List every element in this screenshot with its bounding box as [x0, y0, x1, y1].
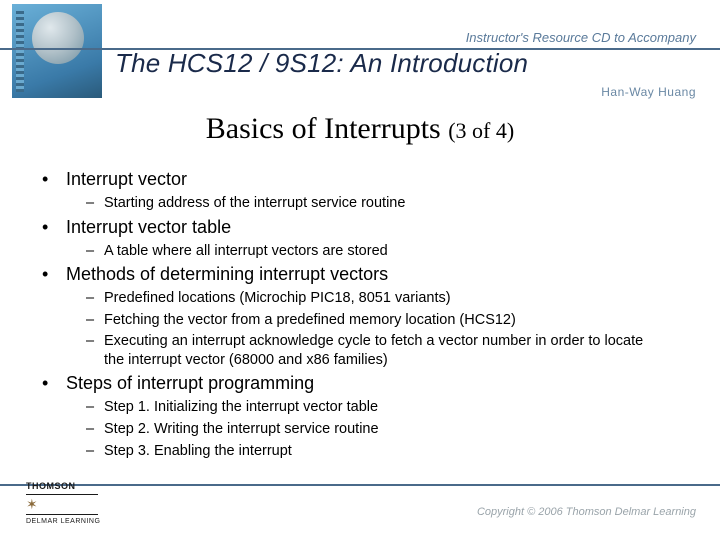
- bullet-l1: Interrupt vector: [42, 168, 684, 191]
- bullet-l2: Step 2. Writing the interrupt service ro…: [42, 420, 662, 439]
- slide-content: Interrupt vector Starting address of the…: [42, 168, 684, 463]
- bullet-l1: Steps of interrupt programming: [42, 372, 684, 395]
- publisher-logo: THOMSON ✶ DELMAR LEARNING: [26, 482, 100, 526]
- bullet-l2: Predefined locations (Microchip PIC18, 8…: [42, 289, 662, 308]
- bullet-l2: Step 3. Enabling the interrupt: [42, 442, 662, 461]
- logo-separator: [26, 514, 98, 515]
- bullet-l1: Methods of determining interrupt vectors: [42, 263, 684, 286]
- publisher-brand-sub: DELMAR LEARNING: [26, 518, 100, 525]
- bullet-l2: Executing an interrupt acknowledge cycle…: [42, 332, 662, 369]
- slide-title-main: Basics of Interrupts: [206, 112, 448, 145]
- footer-divider: [0, 484, 720, 486]
- copyright-text: Copyright © 2006 Thomson Delmar Learning: [477, 506, 696, 518]
- slide-title: Basics of Interrupts (3 of 4): [0, 112, 720, 146]
- bullet-l2: Step 1. Initializing the interrupt vecto…: [42, 398, 662, 417]
- bullet-l1: Interrupt vector table: [42, 216, 684, 239]
- bullet-l2: A table where all interrupt vectors are …: [42, 242, 662, 261]
- logo-separator: [26, 494, 98, 495]
- footer: THOMSON ✶ DELMAR LEARNING Copyright © 20…: [0, 484, 720, 528]
- publisher-brand-top: THOMSON: [26, 481, 76, 491]
- book-thumb-bars: [16, 10, 24, 92]
- bullet-l2: Fetching the vector from a predefined me…: [42, 311, 662, 330]
- header-author: Han-Way Huang: [601, 85, 696, 99]
- header-subtitle: Instructor's Resource CD to Accompany: [466, 30, 696, 45]
- slide-title-paren: (3 of 4): [448, 118, 514, 143]
- header-banner: Instructor's Resource CD to Accompany Th…: [0, 0, 720, 100]
- bullet-l2: Starting address of the interrupt servic…: [42, 194, 662, 213]
- book-cover-thumb: [12, 4, 102, 98]
- header-title: The HCS12 / 9S12: An Introduction: [115, 48, 528, 79]
- globe-icon: [32, 12, 84, 64]
- star-icon: ✶: [26, 496, 38, 512]
